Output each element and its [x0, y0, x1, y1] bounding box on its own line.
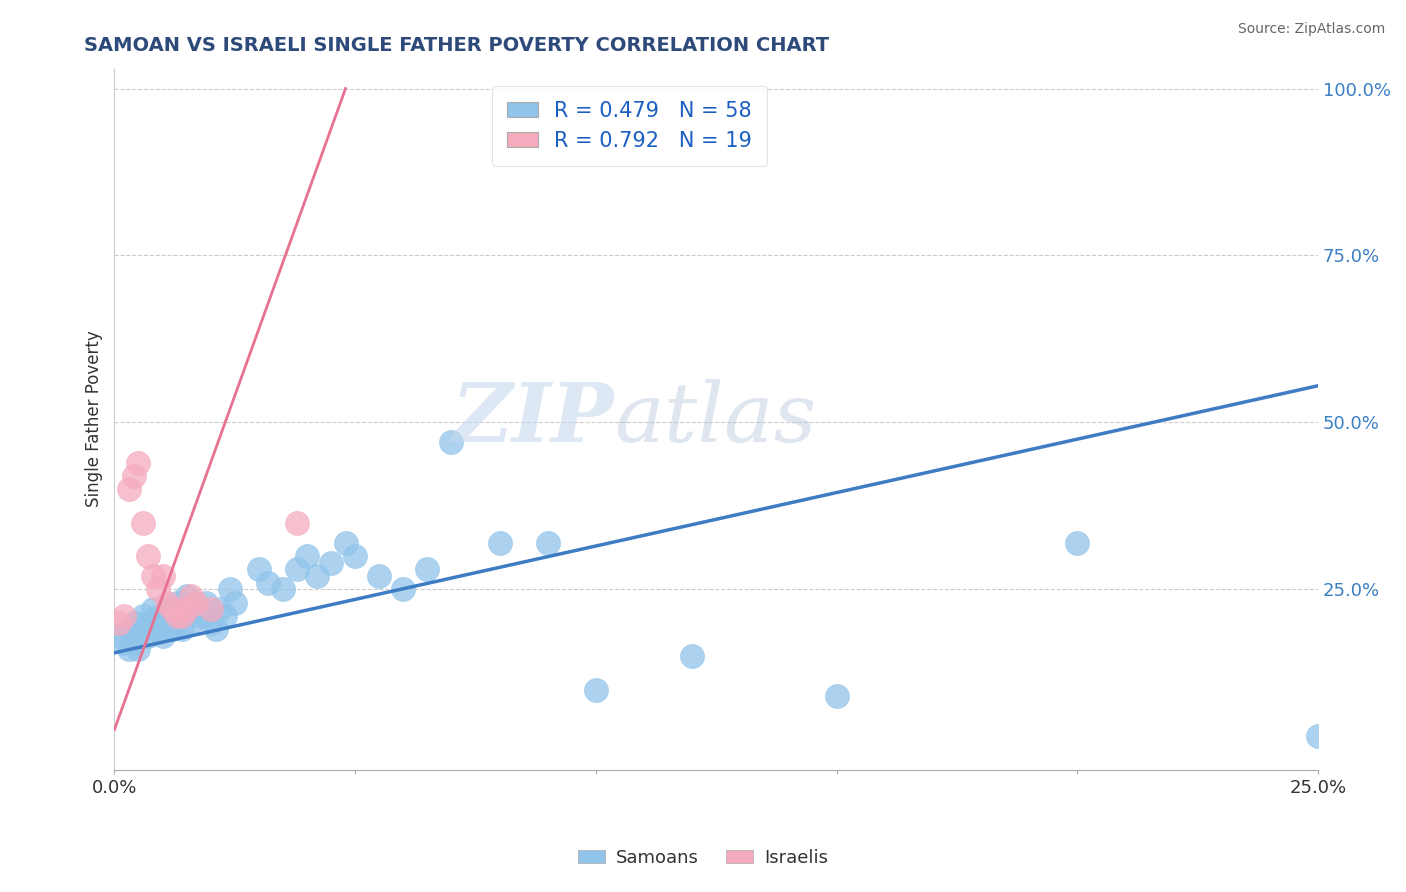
Point: [160, 623, 183, 637]
Point: [127, 642, 149, 657]
Point: [180, 589, 202, 603]
Point: [488, 535, 510, 549]
Point: [136, 615, 159, 630]
Point: [160, 602, 183, 616]
Y-axis label: Single Father Poverty: Single Father Poverty: [86, 331, 103, 508]
Point: [305, 569, 328, 583]
Point: [127, 629, 149, 643]
Point: [152, 623, 174, 637]
Point: [112, 636, 135, 650]
Point: [142, 602, 165, 616]
Point: [200, 615, 222, 630]
Point: [146, 582, 169, 597]
Point: [219, 582, 242, 597]
Point: [136, 549, 159, 563]
Point: [1066, 535, 1088, 549]
Point: [142, 569, 165, 583]
Point: [176, 602, 198, 616]
Point: [335, 535, 357, 549]
Point: [194, 596, 217, 610]
Point: [585, 682, 607, 697]
Point: [146, 609, 169, 624]
Text: atlas: atlas: [614, 379, 817, 459]
Point: [118, 642, 141, 657]
Point: [122, 636, 145, 650]
Point: [186, 596, 208, 610]
Point: [170, 623, 193, 637]
Point: [1308, 729, 1330, 743]
Point: [247, 562, 270, 576]
Point: [156, 602, 179, 616]
Point: [108, 629, 131, 643]
Text: SAMOAN VS ISRAELI SINGLE FATHER POVERTY CORRELATION CHART: SAMOAN VS ISRAELI SINGLE FATHER POVERTY …: [84, 36, 830, 54]
Point: [440, 435, 463, 450]
Point: [368, 569, 391, 583]
Point: [190, 609, 212, 624]
Point: [146, 615, 169, 630]
Point: [416, 562, 439, 576]
Legend: Samoans, Israelis: Samoans, Israelis: [571, 842, 835, 874]
Point: [136, 629, 159, 643]
Point: [825, 690, 848, 704]
Point: [108, 615, 131, 630]
Point: [204, 623, 226, 637]
Point: [537, 535, 560, 549]
Point: [132, 623, 155, 637]
Point: [200, 602, 222, 616]
Point: [224, 596, 246, 610]
Point: [122, 615, 145, 630]
Point: [127, 456, 149, 470]
Point: [112, 609, 135, 624]
Point: [176, 609, 198, 624]
Point: [152, 629, 174, 643]
Point: [156, 596, 179, 610]
Point: [132, 516, 155, 530]
Point: [209, 602, 232, 616]
Point: [214, 609, 236, 624]
Point: [180, 615, 202, 630]
Text: Source: ZipAtlas.com: Source: ZipAtlas.com: [1237, 22, 1385, 37]
Point: [166, 596, 188, 610]
Point: [257, 575, 280, 590]
Point: [152, 569, 174, 583]
Point: [295, 549, 318, 563]
Point: [118, 482, 141, 496]
Point: [142, 623, 165, 637]
Point: [166, 609, 188, 624]
Point: [156, 615, 179, 630]
Point: [170, 609, 193, 624]
Text: ZIP: ZIP: [451, 379, 614, 459]
Point: [132, 609, 155, 624]
Point: [160, 609, 183, 624]
Point: [118, 623, 141, 637]
Point: [344, 549, 367, 563]
Point: [287, 562, 309, 576]
Point: [681, 649, 703, 664]
Point: [319, 556, 342, 570]
Point: [287, 516, 309, 530]
Point: [271, 582, 294, 597]
Point: [186, 602, 208, 616]
Point: [166, 615, 188, 630]
Point: [170, 602, 193, 616]
Point: [176, 589, 198, 603]
Point: [392, 582, 415, 597]
Legend: R = 0.479   N = 58, R = 0.792   N = 19: R = 0.479 N = 58, R = 0.792 N = 19: [492, 86, 766, 166]
Point: [122, 468, 145, 483]
